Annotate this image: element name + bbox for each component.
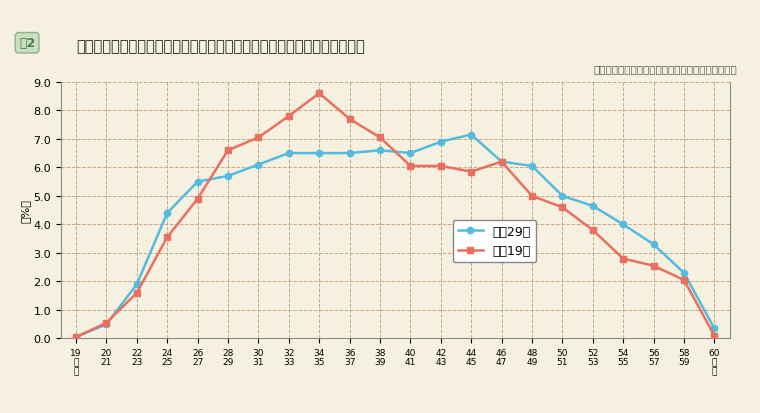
- 平成19年: [345, 117, 354, 122]
- 平成19年: [71, 335, 81, 340]
- 平成29年: [223, 174, 233, 179]
- 平成19年: [558, 205, 567, 210]
- 平成19年: [223, 148, 233, 153]
- 平成29年: [436, 140, 445, 145]
- 平成19年: [467, 170, 476, 175]
- 平成29年: [102, 322, 111, 327]
- 平成19年: [649, 263, 658, 268]
- 平成29年: [527, 164, 537, 169]
- 平成19年: [588, 228, 597, 233]
- 平成19年: [619, 256, 628, 261]
- 平成29年: [193, 180, 202, 185]
- Text: 図2: 図2: [19, 37, 35, 50]
- 平成29年: [315, 151, 324, 156]
- 平成29年: [375, 148, 385, 153]
- 平成29年: [345, 151, 354, 156]
- Text: 年齢階層別人員構成比（行政職俸給表（一）適用職員）の変化（本府省）: 年齢階層別人員構成比（行政職俸給表（一）適用職員）の変化（本府省）: [76, 39, 365, 54]
- 平成19年: [315, 92, 324, 97]
- 平成19年: [497, 160, 506, 165]
- 平成29年: [71, 335, 81, 340]
- 平成29年: [679, 271, 689, 276]
- 平成19年: [710, 333, 719, 338]
- 平成19年: [406, 164, 415, 169]
- 平成29年: [619, 222, 628, 227]
- 平成19年: [284, 114, 293, 119]
- 平成19年: [527, 194, 537, 199]
- 平成19年: [193, 197, 202, 202]
- 平成19年: [163, 235, 172, 240]
- 平成29年: [284, 151, 293, 156]
- 平成29年: [467, 133, 476, 138]
- 平成29年: [254, 163, 263, 168]
- 平成29年: [406, 151, 415, 156]
- 平成19年: [375, 135, 385, 140]
- 平成19年: [436, 164, 445, 169]
- 平成29年: [558, 194, 567, 199]
- 平成29年: [163, 211, 172, 216]
- Text: （人事院　国家公務員給与等実態調査により集計）: （人事院 国家公務員給与等実態調査により集計）: [594, 64, 737, 74]
- 平成29年: [649, 242, 658, 247]
- 平成19年: [679, 278, 689, 283]
- Text: （歳）: （歳）: [724, 411, 743, 413]
- 平成29年: [497, 160, 506, 165]
- 平成29年: [588, 204, 597, 209]
- Line: 平成29年: 平成29年: [73, 132, 717, 340]
- 平成29年: [710, 326, 719, 331]
- 平成19年: [254, 135, 263, 140]
- 平成19年: [102, 320, 111, 325]
- Line: 平成19年: 平成19年: [73, 91, 717, 340]
- Y-axis label: （%）: （%）: [21, 199, 30, 223]
- Legend: 平成29年, 平成19年: 平成29年, 平成19年: [453, 220, 536, 262]
- 平成29年: [132, 282, 141, 287]
- 平成19年: [132, 291, 141, 296]
